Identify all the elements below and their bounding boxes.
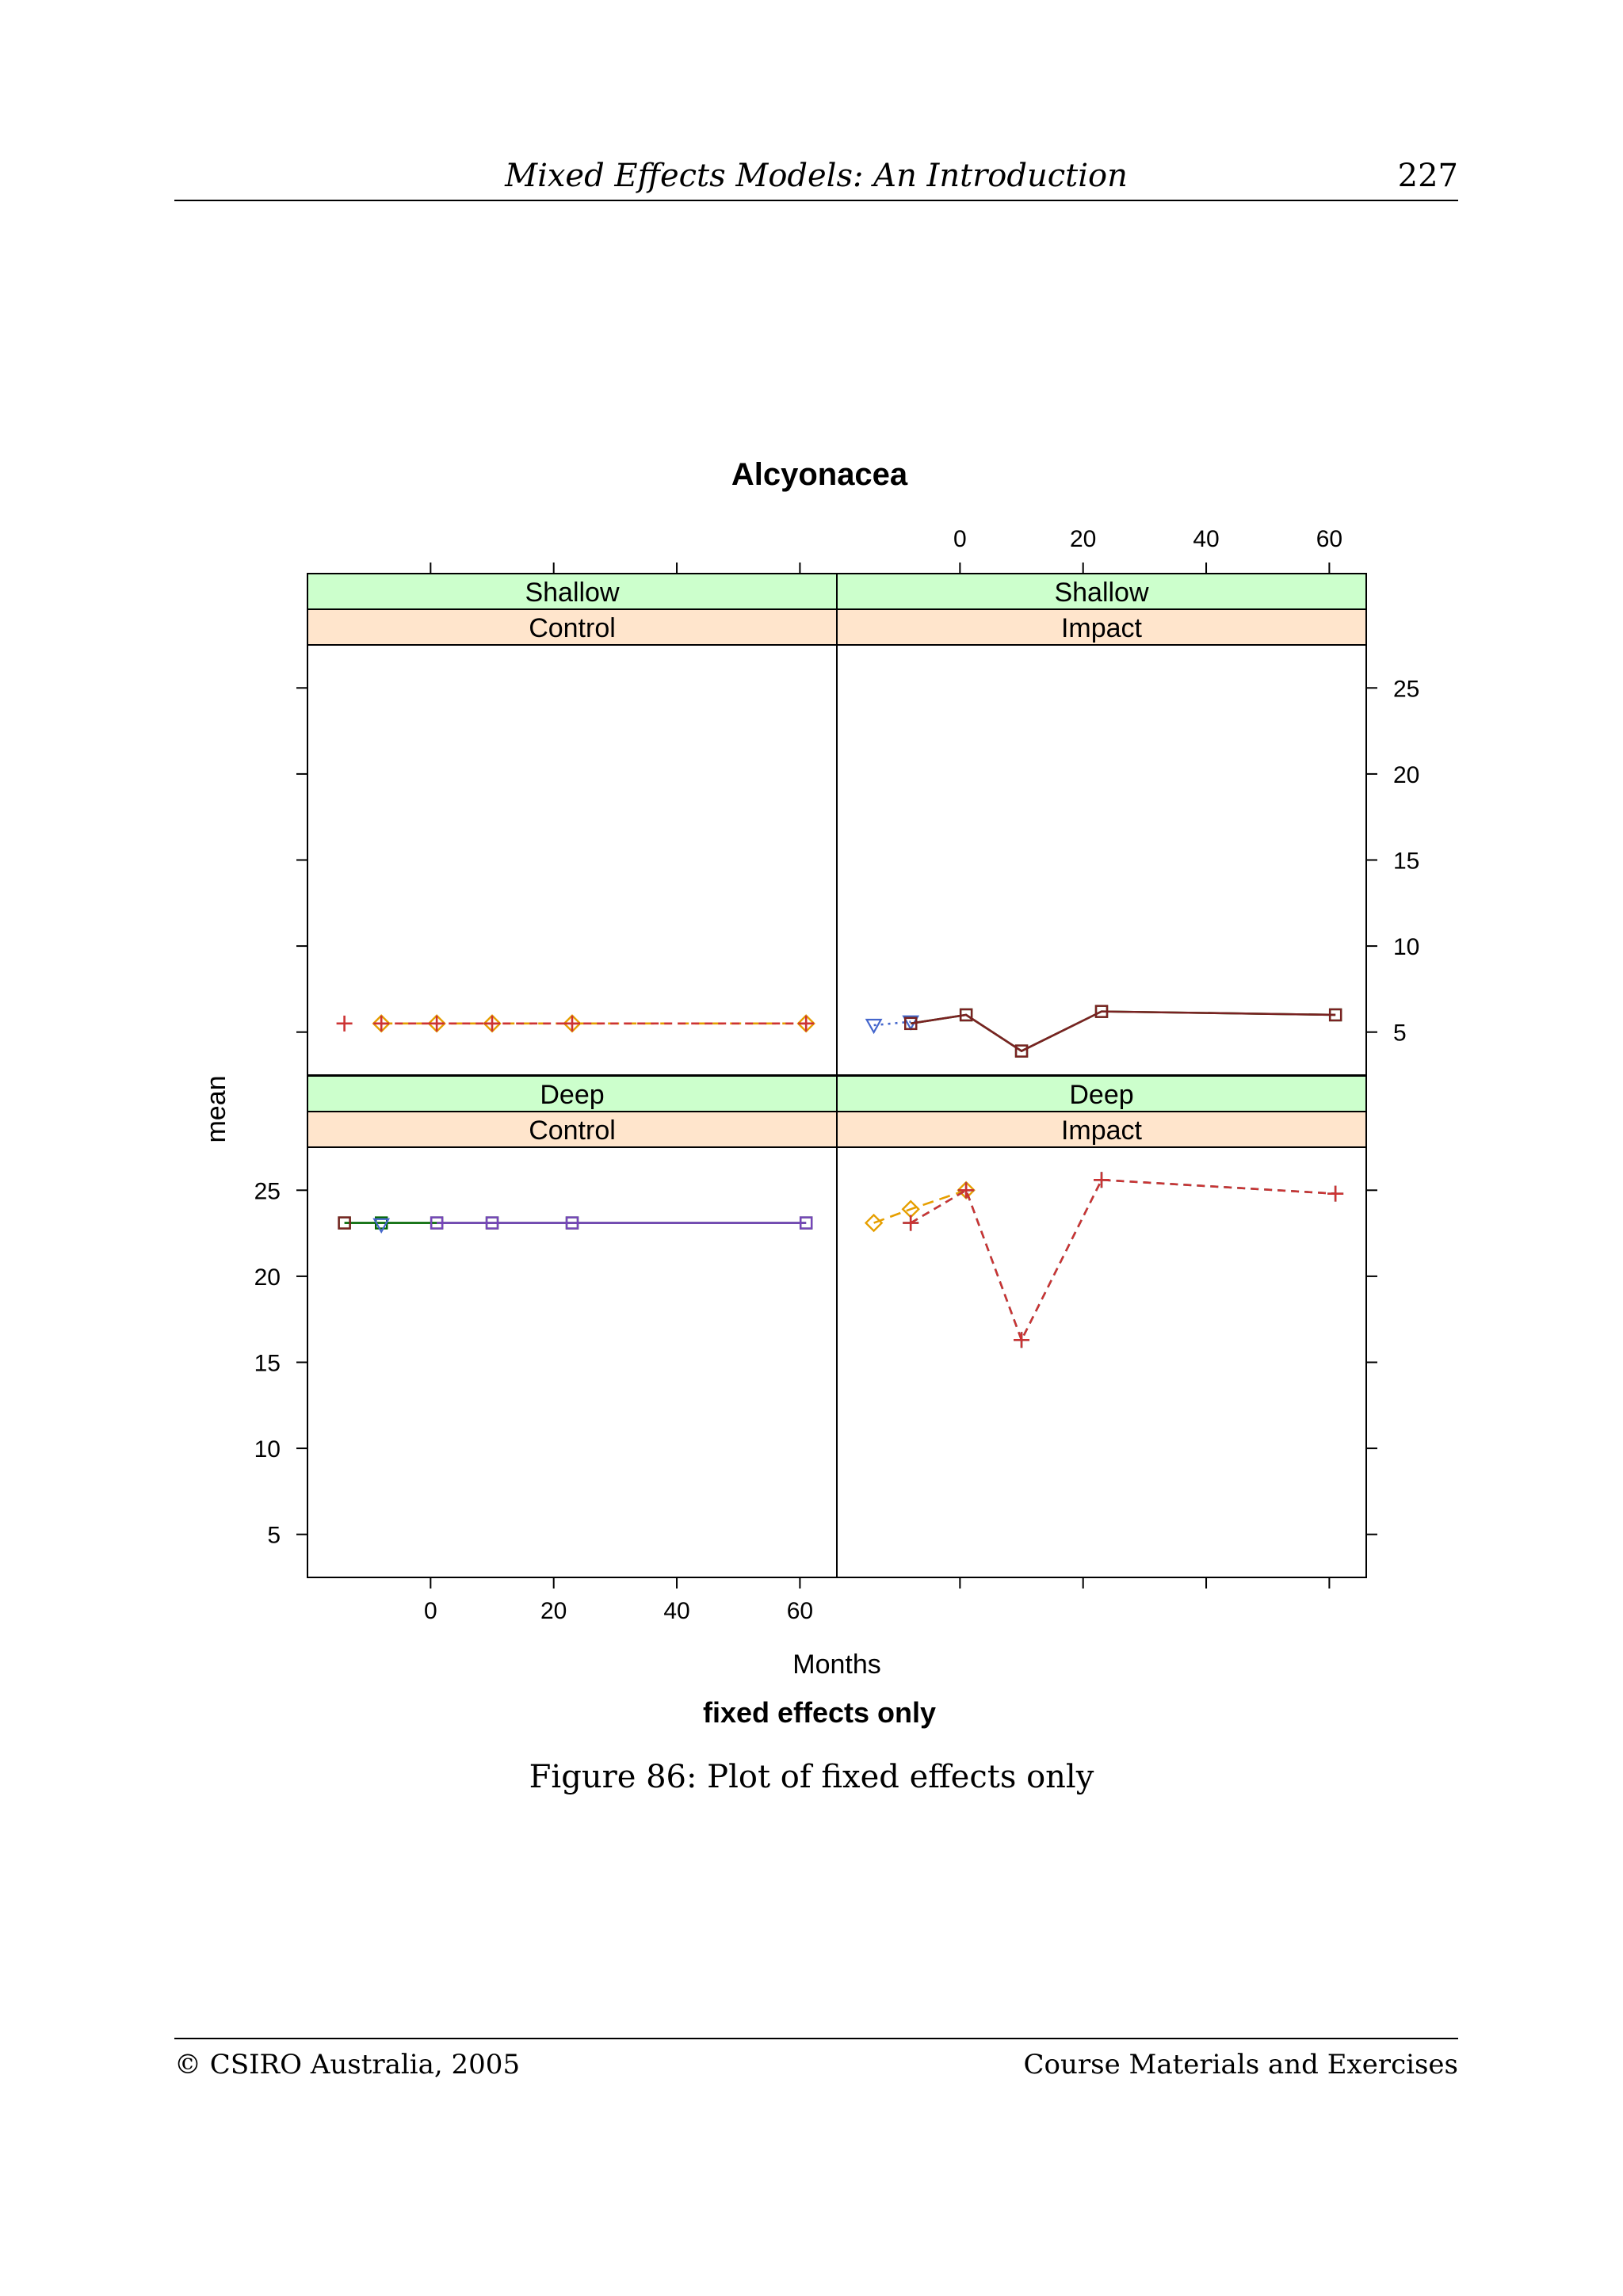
data-point-0 (372, 1218, 391, 1234)
data-point-2 (484, 1015, 501, 1032)
strip-inner (836, 608, 1367, 646)
y-axis-label: mean (201, 1075, 231, 1142)
series-line (911, 1010, 1336, 1053)
data-point-4 (798, 1015, 815, 1032)
data-point-0 (336, 1015, 353, 1032)
trellis-chart: Alcyonacea Months fixed effects only mea… (201, 457, 1420, 1729)
panel-deep-impact: Deep Impact (836, 1075, 1367, 1578)
axes: 0 0 20 20 40 40 60 60 5 5 10 10 15 15 20 20 25 25 (254, 526, 1420, 1624)
data-point-4 (1328, 1008, 1342, 1022)
data-point-0 (904, 1016, 918, 1031)
series-line (873, 1189, 967, 1224)
chart-subtitle: fixed effects only (703, 1696, 936, 1729)
data-point-2 (1014, 1044, 1029, 1058)
y-tick-label: 15 (1393, 849, 1419, 875)
series-2 (373, 1015, 815, 1032)
strip-outer (307, 573, 838, 610)
footer-copyright: © CSIRO Australia, 2005 (174, 2049, 521, 2081)
x-tick-label: 20 (1070, 526, 1096, 552)
strip-outer-label: Deep (1069, 1080, 1133, 1110)
panel-shallow-control: Shallow Control (307, 573, 838, 1076)
panel-frame (307, 644, 838, 1076)
series-1 (338, 1216, 351, 1230)
series-3 (430, 1216, 813, 1230)
chart-title: Alcyonacea (731, 457, 908, 492)
data-point-0 (865, 1018, 883, 1035)
y-tick-label: 5 (267, 1523, 281, 1549)
strip-outer-label: Deep (540, 1080, 604, 1110)
panel-deep-control: Deep Control (307, 1075, 838, 1578)
data-point-3 (564, 1015, 580, 1032)
strip-inner-label: Control (529, 1116, 616, 1146)
data-point-0 (903, 1215, 919, 1231)
series-2 (903, 1172, 1344, 1348)
page-number: 227 (1397, 158, 1458, 194)
data-point-0 (864, 1213, 884, 1233)
figure-caption: Figure 86: Plot of fixed effects only (529, 1759, 1094, 1795)
y-tick-label: 25 (254, 1178, 281, 1204)
y-tick-label: 10 (1393, 934, 1419, 960)
strip-inner-label: Impact (1061, 613, 1143, 643)
strip-outer (836, 1075, 1367, 1112)
series-2 (372, 1218, 391, 1234)
x-tick-label: 20 (540, 1598, 567, 1624)
panel-shallow-impact: Shallow Impact (836, 573, 1367, 1076)
strip-outer (307, 1075, 838, 1112)
series-0 (336, 1015, 353, 1032)
series-0 (864, 1180, 976, 1233)
data-point-3 (1094, 1005, 1109, 1018)
data-point-3 (1094, 1172, 1109, 1188)
x-tick-label: 40 (1193, 526, 1219, 552)
data-point-0 (430, 1216, 444, 1230)
data-point-3 (799, 1216, 813, 1230)
x-tick-label: 0 (424, 1598, 437, 1624)
x-tick-label: 60 (787, 1598, 813, 1624)
data-point-0 (373, 1015, 390, 1032)
strip-outer-label: Shallow (525, 578, 620, 608)
y-tick-label: 5 (1393, 1020, 1407, 1047)
data-point-1 (959, 1008, 973, 1022)
y-tick-label: 10 (254, 1436, 281, 1463)
series-2 (904, 1005, 1342, 1058)
strip-inner (307, 608, 838, 646)
y-tick-label: 25 (1393, 676, 1419, 702)
strip-inner-label: Impact (1061, 1116, 1143, 1146)
data-point-4 (1327, 1185, 1344, 1202)
panel-frame (307, 1146, 838, 1578)
running-header: Mixed Effects Models: An Introduction 22… (174, 152, 1458, 201)
data-point-1 (958, 1182, 975, 1199)
x-tick-label: 60 (1316, 526, 1342, 552)
strip-inner (836, 1111, 1367, 1148)
x-tick-label: 0 (953, 526, 967, 552)
y-tick-label: 20 (254, 1264, 281, 1291)
series-line (911, 1010, 1336, 1053)
y-tick-label: 15 (254, 1351, 281, 1377)
data-point-1 (485, 1216, 499, 1230)
footer-course-title: Course Materials and Exercises (1023, 2049, 1458, 2081)
strip-outer (836, 573, 1367, 610)
y-tick-label: 20 (1393, 762, 1419, 788)
running-title: Mixed Effects Models: An Introduction (505, 158, 1128, 194)
data-point-2 (1014, 1332, 1030, 1348)
strip-outer-label: Shallow (1054, 578, 1149, 608)
series-line (910, 1178, 1336, 1343)
series-line (910, 1178, 1336, 1343)
x-axis-label: Months (792, 1650, 881, 1680)
data-point-2 (565, 1216, 579, 1230)
strip-inner (307, 1111, 838, 1148)
page-footer: © CSIRO Australia, 2005 Course Materials… (174, 2038, 1458, 2087)
x-tick-label: 40 (663, 1598, 689, 1624)
strip-inner-label: Control (529, 613, 616, 643)
data-point-0 (338, 1216, 351, 1230)
data-point-1 (429, 1015, 445, 1032)
